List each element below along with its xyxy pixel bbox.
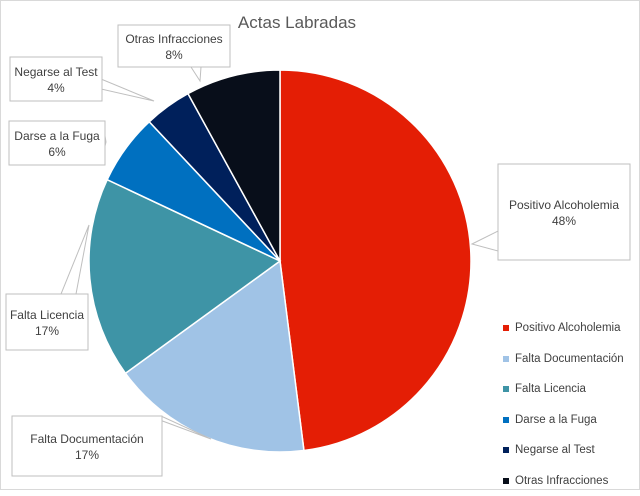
legend-swatch (503, 478, 509, 484)
chart-legend: Positivo Alcoholemia Falta Documentación F… (503, 313, 624, 496)
legend-label: Otras Infracciones (515, 475, 608, 487)
data-label-value: 8% (165, 48, 183, 62)
data-label-value: 17% (75, 448, 99, 462)
data-label-box-positivo-alcoholemia (498, 164, 630, 260)
data-label-box-falta-licencia (6, 294, 88, 350)
leader-positivo-alcoholemia (472, 231, 498, 251)
legend-swatch (503, 386, 509, 392)
legend-item-darse-a-la-fuga: Darse a la Fuga (503, 405, 624, 436)
leader-negarse-al-test (101, 79, 154, 101)
leader-otras-infracciones (191, 67, 201, 81)
legend-swatch (503, 356, 509, 362)
legend-item-positivo-alcoholemia: Positivo Alcoholemia (503, 313, 624, 344)
pie-slice-positivo-alcoholemia (280, 70, 471, 450)
data-label-box-falta-documentacion (12, 416, 162, 476)
legend-item-otras-infracciones: Otras Infracciones (503, 466, 624, 496)
leader-falta-licencia (61, 225, 89, 294)
legend-swatch (503, 325, 509, 331)
data-label-category: Negarse al Test (14, 65, 98, 79)
data-label-category: Falta Documentación (30, 432, 143, 446)
data-label-value: 4% (47, 81, 65, 95)
data-label-category: Darse a la Fuga (14, 129, 100, 143)
legend-item-falta-documentacion: Falta Documentación (503, 344, 624, 375)
legend-swatch (503, 417, 509, 423)
legend-item-negarse-al-test: Negarse al Test (503, 435, 624, 466)
legend-item-falta-licencia: Falta Licencia (503, 374, 624, 405)
legend-label: Negarse al Test (515, 444, 595, 456)
data-label-value: 6% (48, 145, 66, 159)
data-label-value: 48% (552, 214, 576, 228)
data-label-value: 17% (35, 324, 59, 338)
data-label-category: Positivo Alcoholemia (509, 198, 619, 212)
legend-label: Positivo Alcoholemia (515, 322, 620, 334)
legend-label: Darse a la Fuga (515, 414, 597, 426)
data-label-category: Otras Infracciones (125, 32, 222, 46)
legend-label: Falta Licencia (515, 383, 586, 395)
legend-swatch (503, 447, 509, 453)
data-label-category: Falta Licencia (10, 308, 84, 322)
legend-label: Falta Documentación (515, 353, 624, 365)
